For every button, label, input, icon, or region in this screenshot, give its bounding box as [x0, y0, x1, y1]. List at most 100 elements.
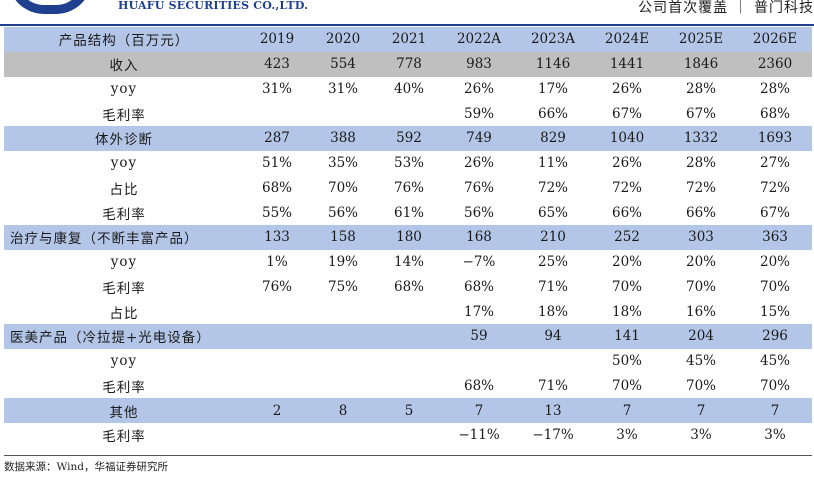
row-label: 毛利率 — [102, 379, 146, 396]
table-cell — [376, 374, 442, 399]
table-cell: 296 — [738, 324, 812, 349]
table-row: 毛利率 76% 75% 68% 68% 71% 70% 70% 70% — [4, 275, 812, 300]
table-cell: 31% — [327, 80, 358, 97]
table-cell: 70% — [759, 377, 790, 394]
table-cell — [310, 299, 376, 324]
table-cell: 28% — [759, 80, 790, 97]
table-cell: 27% — [759, 155, 790, 172]
table-cell: 31% — [261, 80, 292, 97]
table-cell: 983 — [442, 51, 516, 77]
table-cell: 16% — [685, 303, 716, 320]
header-rule — [0, 24, 814, 26]
table-cell: 26% — [463, 80, 494, 97]
row-label: 占比 — [109, 305, 139, 322]
column-header-label: 产品结构（百万元） — [4, 27, 244, 52]
table-cell: 72% — [685, 179, 716, 196]
table-row: 占比 17% 18% 18% 16% 15% — [4, 299, 812, 324]
table-cell: 303 — [664, 225, 738, 250]
product-structure-table: 产品结构（百万元） 2019 2020 2021 2022A 2023A 2024E 2025… — [4, 27, 812, 448]
table-cell: 26% — [611, 155, 642, 172]
table-row: 其他 2 8 5 7 13 7 7 7 — [4, 398, 812, 423]
table-cell: 20% — [685, 254, 716, 271]
table-cell: 13 — [516, 398, 590, 423]
table-cell: 1846 — [664, 51, 738, 77]
table-cell — [376, 324, 442, 349]
table-cell: 45% — [759, 353, 790, 370]
table-cell: 67% — [759, 204, 790, 221]
table-cell: 59% — [463, 105, 494, 122]
table-cell: 1441 — [590, 51, 664, 77]
company-name: HUAFU SECURITIES CO.,LTD. — [118, 0, 309, 12]
table-cell: 75% — [327, 278, 358, 295]
table-cell: 180 — [376, 225, 442, 250]
table-cell: 50% — [611, 353, 642, 370]
table-cell: 65% — [537, 204, 568, 221]
table-cell: 7 — [590, 398, 664, 423]
table-cell: 20% — [611, 254, 642, 271]
column-header-year: 2019 — [244, 27, 310, 52]
table-cell: 66% — [611, 204, 642, 221]
table-cell: 26% — [463, 155, 494, 172]
table-cell: −17% — [532, 427, 574, 444]
table-row: 占比 68% 70% 76% 76% 72% 72% 72% 72% — [4, 176, 812, 201]
table-cell: 7 — [664, 398, 738, 423]
row-label: 毛利率 — [102, 429, 146, 446]
report-header: HUAFU SECURITIES CO.,LTD. 公司首次覆盖 ｜ 普门科技 — [0, 0, 814, 26]
table-cell: 1693 — [738, 126, 812, 151]
table-cell: 40% — [393, 80, 424, 97]
table-cell: 26% — [611, 80, 642, 97]
table-cell — [244, 423, 310, 448]
table-cell: 423 — [244, 51, 310, 77]
table-cell: 19% — [327, 254, 358, 271]
row-label: 毛利率 — [102, 280, 146, 297]
table-cell: 70% — [685, 377, 716, 394]
table-bottom-rule — [4, 455, 812, 456]
table-row: yoy 1% 19% 14% −7% 25% 20% 20% 20% — [4, 250, 812, 275]
table-cell: 287 — [244, 126, 310, 151]
table-row: yoy 51% 35% 53% 26% 11% 26% 28% 27% — [4, 151, 812, 176]
table-cell: 67% — [685, 105, 716, 122]
table-cell: 3% — [764, 427, 786, 444]
table-row: 毛利率 59% 66% 67% 67% 68% — [4, 101, 812, 126]
table-cell: 55% — [261, 204, 292, 221]
table-cell: −7% — [462, 254, 496, 271]
table-cell: 8 — [310, 398, 376, 423]
table-cell: 17% — [463, 303, 494, 320]
table-cell: 1% — [266, 254, 288, 271]
table-cell: 70% — [685, 278, 716, 295]
table-cell: 1040 — [590, 126, 664, 151]
table-row: 毛利率 55% 56% 61% 56% 65% 66% 66% 67% — [4, 200, 812, 225]
table-cell: 94 — [516, 324, 590, 349]
row-label: yoy — [110, 155, 138, 172]
table-cell: 11% — [537, 155, 568, 172]
column-header-year: 2026E — [738, 27, 812, 52]
table-cell: 72% — [611, 179, 642, 196]
table-cell: 68% — [261, 179, 292, 196]
data-source-note: 数据来源：Wind，华福证券研究所 — [4, 461, 168, 473]
table-cell: 252 — [590, 225, 664, 250]
table-cell: 53% — [393, 155, 424, 172]
table-cell: 35% — [327, 155, 358, 172]
table-cell: 7 — [442, 398, 516, 423]
table-cell: 59 — [442, 324, 516, 349]
table-cell: 56% — [327, 204, 358, 221]
table-cell: 61% — [393, 204, 424, 221]
table-cell: 3% — [690, 427, 712, 444]
table-cell: 133 — [244, 225, 310, 250]
table-cell: 68% — [759, 105, 790, 122]
table-cell: 14% — [393, 254, 424, 271]
table-cell: 18% — [537, 303, 568, 320]
table-cell: 70% — [759, 278, 790, 295]
row-label: yoy — [110, 254, 138, 271]
row-label: 收入 — [4, 51, 244, 77]
table-row: 毛利率 −11% −17% 3% 3% 3% — [4, 423, 812, 448]
table-row: 医美产品（冷拉提+光电设备） 59 94 141 204 296 — [4, 324, 812, 349]
table-cell: 70% — [611, 278, 642, 295]
table-cell: 388 — [310, 126, 376, 151]
table-cell: 72% — [759, 179, 790, 196]
column-header-year: 2024E — [590, 27, 664, 52]
table-cell: 28% — [685, 80, 716, 97]
table-cell: 363 — [738, 225, 812, 250]
table-cell — [244, 299, 310, 324]
table-cell: 72% — [537, 179, 568, 196]
